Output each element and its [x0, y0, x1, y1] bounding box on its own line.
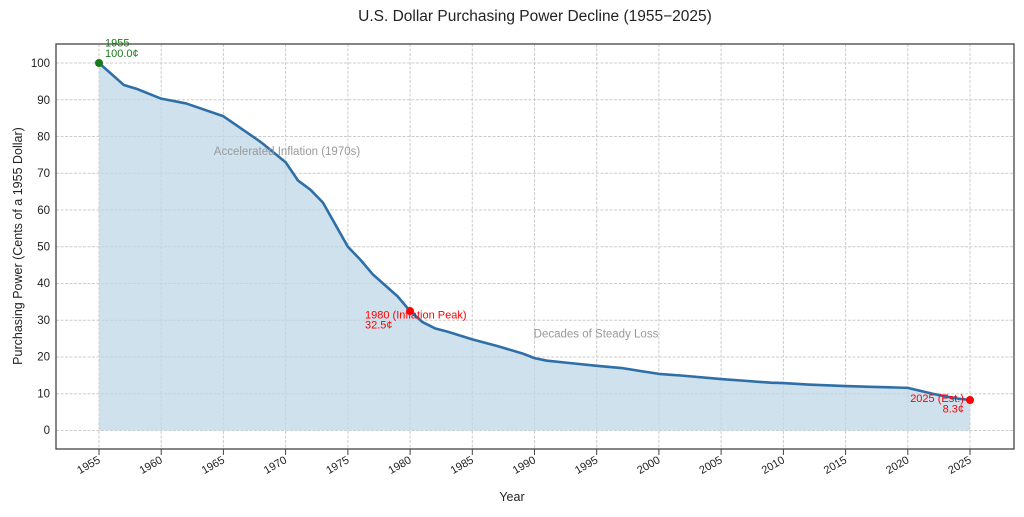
- svg-text:1965: 1965: [200, 454, 227, 477]
- svg-text:80: 80: [37, 132, 50, 144]
- svg-text:2010: 2010: [760, 454, 787, 477]
- svg-text:60: 60: [37, 205, 50, 217]
- svg-text:Accelerated Inflation (1970s): Accelerated Inflation (1970s): [214, 146, 361, 158]
- svg-text:10: 10: [37, 389, 50, 401]
- svg-text:1970: 1970: [262, 454, 289, 477]
- svg-text:2025: 2025: [946, 454, 973, 477]
- svg-text:2005: 2005: [697, 454, 724, 477]
- svg-text:70: 70: [37, 168, 50, 180]
- svg-text:1985: 1985: [449, 454, 476, 477]
- svg-text:1955: 1955: [75, 454, 102, 477]
- svg-text:2000: 2000: [635, 454, 662, 477]
- svg-text:40: 40: [37, 278, 50, 290]
- svg-text:100: 100: [31, 58, 50, 70]
- svg-text:32.5¢: 32.5¢: [365, 320, 393, 332]
- svg-text:Decades of Steady Loss: Decades of Steady Loss: [534, 329, 659, 341]
- svg-text:1980: 1980: [386, 454, 413, 477]
- svg-text:8.3¢: 8.3¢: [943, 404, 964, 416]
- svg-text:90: 90: [37, 95, 50, 107]
- svg-text:2020: 2020: [884, 454, 911, 477]
- svg-text:50: 50: [37, 242, 50, 254]
- svg-text:2015: 2015: [822, 454, 849, 477]
- svg-text:30: 30: [37, 315, 50, 327]
- svg-text:20: 20: [37, 352, 50, 364]
- svg-text:0: 0: [44, 425, 50, 437]
- svg-text:1990: 1990: [511, 454, 538, 477]
- svg-text:1975: 1975: [324, 454, 351, 477]
- svg-text:1995: 1995: [573, 454, 600, 477]
- svg-text:100.0¢: 100.0¢: [105, 48, 139, 60]
- svg-text:1960: 1960: [137, 454, 164, 477]
